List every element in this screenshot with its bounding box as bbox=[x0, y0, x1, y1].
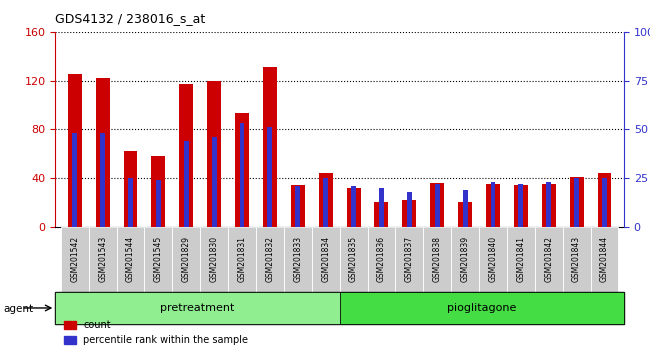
Bar bbox=[519, 184, 523, 227]
Text: GSM201543: GSM201543 bbox=[98, 236, 107, 282]
Text: GDS4132 / 238016_s_at: GDS4132 / 238016_s_at bbox=[55, 12, 205, 25]
Bar bbox=[339, 227, 367, 292]
Bar bbox=[212, 137, 216, 227]
Text: GSM201837: GSM201837 bbox=[405, 236, 414, 282]
Bar bbox=[156, 180, 161, 227]
Bar bbox=[374, 202, 389, 227]
Bar bbox=[68, 74, 82, 227]
Bar bbox=[184, 141, 188, 227]
Text: GSM201829: GSM201829 bbox=[182, 236, 191, 282]
Text: pretreatment: pretreatment bbox=[161, 303, 235, 313]
Bar bbox=[535, 227, 563, 292]
Bar bbox=[458, 202, 472, 227]
Bar bbox=[72, 133, 77, 227]
Text: GSM201839: GSM201839 bbox=[461, 236, 469, 282]
Bar bbox=[546, 182, 551, 227]
Bar bbox=[563, 227, 591, 292]
Bar bbox=[128, 178, 133, 227]
Bar bbox=[116, 227, 144, 292]
Bar bbox=[323, 178, 328, 227]
Bar bbox=[228, 227, 256, 292]
Bar bbox=[200, 227, 228, 292]
Bar bbox=[256, 227, 284, 292]
Bar bbox=[435, 184, 439, 227]
Bar bbox=[151, 156, 165, 227]
Text: agent: agent bbox=[3, 304, 33, 314]
Bar bbox=[144, 227, 172, 292]
Bar bbox=[407, 192, 411, 227]
Bar bbox=[463, 190, 467, 227]
Bar bbox=[61, 227, 88, 292]
Bar bbox=[430, 183, 444, 227]
Bar bbox=[514, 185, 528, 227]
Text: GSM201544: GSM201544 bbox=[126, 236, 135, 282]
Bar bbox=[569, 177, 584, 227]
Bar bbox=[351, 185, 356, 227]
Bar bbox=[339, 292, 624, 324]
Text: GSM201542: GSM201542 bbox=[70, 236, 79, 282]
Text: GSM201832: GSM201832 bbox=[265, 236, 274, 282]
Text: GSM201831: GSM201831 bbox=[237, 236, 246, 282]
Text: GSM201545: GSM201545 bbox=[154, 236, 163, 282]
Text: GSM201838: GSM201838 bbox=[433, 236, 442, 282]
Bar bbox=[55, 292, 339, 324]
Bar bbox=[479, 227, 507, 292]
Bar bbox=[295, 185, 300, 227]
Bar bbox=[507, 227, 535, 292]
Bar bbox=[402, 200, 416, 227]
Bar bbox=[597, 173, 612, 227]
Bar bbox=[88, 227, 116, 292]
Text: GSM201836: GSM201836 bbox=[377, 236, 386, 282]
Bar bbox=[207, 81, 221, 227]
Legend: count, percentile rank within the sample: count, percentile rank within the sample bbox=[60, 316, 252, 349]
Bar bbox=[268, 127, 272, 227]
Bar bbox=[312, 227, 339, 292]
Bar bbox=[284, 227, 312, 292]
Bar bbox=[291, 185, 305, 227]
Bar bbox=[491, 182, 495, 227]
Bar bbox=[235, 113, 249, 227]
Text: GSM201830: GSM201830 bbox=[210, 236, 218, 282]
Bar bbox=[346, 188, 361, 227]
Bar bbox=[379, 188, 384, 227]
Bar bbox=[591, 227, 618, 292]
Text: GSM201835: GSM201835 bbox=[349, 236, 358, 282]
Bar bbox=[451, 227, 479, 292]
Text: GSM201840: GSM201840 bbox=[488, 236, 497, 282]
Bar bbox=[100, 133, 105, 227]
Text: GSM201834: GSM201834 bbox=[321, 236, 330, 282]
Bar bbox=[574, 178, 579, 227]
Bar bbox=[318, 173, 333, 227]
Text: GSM201841: GSM201841 bbox=[516, 236, 525, 282]
Bar bbox=[179, 84, 193, 227]
Bar bbox=[240, 124, 244, 227]
Bar bbox=[423, 227, 451, 292]
Text: GSM201843: GSM201843 bbox=[572, 236, 581, 282]
Bar bbox=[263, 67, 277, 227]
Text: GSM201833: GSM201833 bbox=[293, 236, 302, 282]
Text: pioglitagone: pioglitagone bbox=[447, 303, 517, 313]
Bar bbox=[96, 78, 110, 227]
Bar bbox=[541, 184, 556, 227]
Text: GSM201842: GSM201842 bbox=[544, 236, 553, 282]
Bar bbox=[486, 184, 500, 227]
Text: GSM201844: GSM201844 bbox=[600, 236, 609, 282]
Bar bbox=[172, 227, 200, 292]
Bar bbox=[395, 227, 423, 292]
Bar bbox=[602, 178, 607, 227]
Bar bbox=[124, 151, 138, 227]
Bar bbox=[367, 227, 395, 292]
